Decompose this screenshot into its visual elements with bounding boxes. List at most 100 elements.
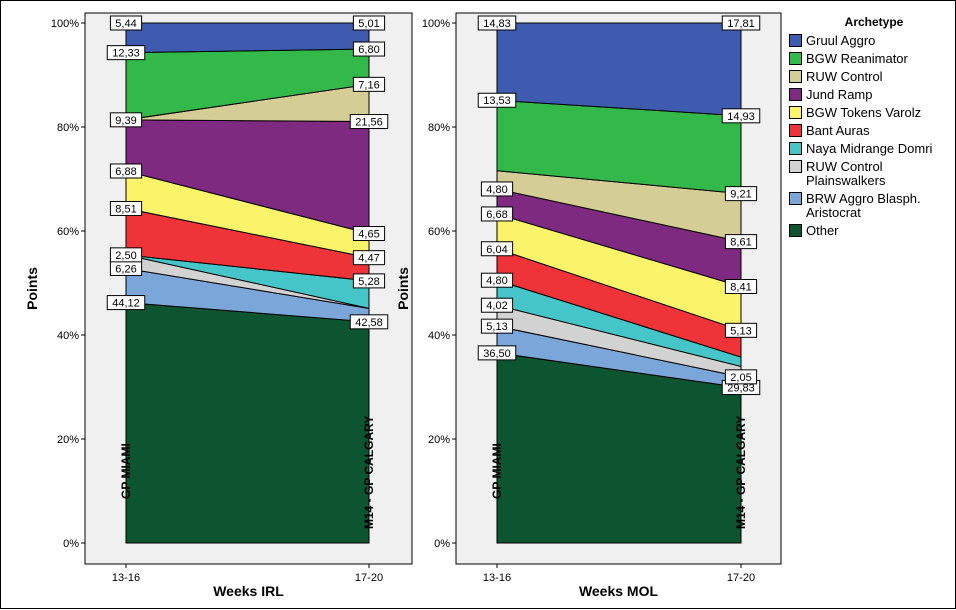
area-series [496, 22, 742, 117]
x-axis-title: Weeks MOL [579, 583, 659, 599]
data-label-box [480, 181, 514, 197]
data-label: 14,83 [483, 18, 511, 30]
data-label: 4,47 [358, 253, 379, 265]
y-tick-label: 60% [57, 226, 79, 238]
legend-item: RUW Control Plainswalkers [789, 160, 949, 188]
data-label: 5,44 [115, 18, 136, 30]
legend-item: Jund Ramp [789, 88, 949, 102]
legend-label: Jund Ramp [806, 87, 873, 102]
data-label-box [349, 314, 389, 330]
data-label: 5,28 [358, 276, 379, 288]
data-label-box [352, 273, 386, 289]
period-label: M14 - GP CALGARY [362, 416, 376, 529]
legend-swatch [789, 34, 802, 47]
legend-label: RUW Control [806, 69, 883, 84]
legend-label: Bant Auras [806, 123, 870, 138]
data-label: 2,05 [730, 372, 751, 384]
data-label: 8,61 [730, 237, 751, 249]
chart-panel-1: 44,12 42,58 6,262,50 5,28 8,51 4,47 6,88 4,65 9,… [24, 12, 413, 599]
data-label: 6,26 [115, 263, 136, 275]
data-label: 9,39 [115, 115, 136, 127]
legend: Archetype Gruul Aggro BGW Reanimator RUW C… [789, 15, 949, 242]
data-label: 6,88 [115, 166, 136, 178]
y-axis-title: Points [395, 267, 411, 310]
data-label: 6,04 [486, 244, 507, 256]
data-label: 8,51 [115, 203, 136, 215]
data-label: 9,21 [730, 189, 751, 201]
data-label-box [721, 108, 761, 124]
y-tick-label: 0% [434, 538, 450, 550]
legend-item: Naya Midrange Domri [789, 142, 949, 156]
data-label-box [106, 295, 146, 311]
data-label-box [349, 114, 389, 130]
data-label-box [109, 163, 143, 179]
legend-swatch [789, 192, 802, 205]
legend-label: RUW Control Plainswalkers [806, 159, 886, 188]
data-label: 14,93 [727, 111, 755, 123]
legend-items: Gruul Aggro BGW Reanimator RUW Control Jund… [789, 34, 949, 238]
x-tick-label: 17-20 [355, 572, 383, 584]
legend-label: BRW Aggro Blasph. Aristocrat [806, 191, 921, 220]
y-tick-label: 40% [428, 330, 450, 342]
data-label-box [724, 278, 758, 294]
data-label: 29,83 [727, 383, 755, 395]
data-label-box [480, 318, 514, 334]
data-label-box [352, 226, 386, 242]
legend-swatch [789, 124, 802, 137]
y-tick-label: 100% [51, 18, 79, 30]
legend-item: Gruul Aggro [789, 34, 949, 48]
legend-swatch [789, 88, 802, 101]
data-label: 4,02 [486, 300, 507, 312]
chart-panel-2: 36,50 29,83 5,13 2,05 4,02 4,80 6,04 5,13 6,68 8,… [395, 12, 782, 599]
data-label: 13,53 [483, 95, 511, 107]
data-label: 5,01 [358, 18, 379, 30]
data-label: 17,81 [727, 18, 755, 30]
period-label: GP MIAMI [490, 443, 504, 499]
data-label-box [721, 15, 761, 31]
y-tick-label: 80% [428, 122, 450, 134]
data-label-box [352, 41, 386, 57]
data-label-box [480, 297, 514, 313]
data-label: 42,58 [355, 317, 383, 329]
data-label: 7,16 [358, 79, 379, 91]
legend-item: RUW Control [789, 70, 949, 84]
data-label: 4,65 [358, 229, 379, 241]
legend-label: BGW Reanimator [806, 51, 908, 66]
legend-label: Naya Midrange Domri [806, 141, 933, 156]
x-tick-label: 13-16 [483, 572, 511, 584]
data-label-box [480, 241, 514, 257]
legend-item: Other [789, 224, 949, 238]
legend-swatch [789, 160, 802, 173]
y-tick-label: 40% [57, 330, 79, 342]
legend-item: BGW Tokens Varolz [789, 106, 949, 120]
data-label: 6,80 [358, 44, 379, 56]
data-label-box [352, 15, 386, 31]
data-label-box [480, 206, 514, 222]
y-tick-label: 80% [57, 122, 79, 134]
area-series [125, 302, 370, 544]
x-axis-title: Weeks IRL [213, 583, 284, 599]
data-label: 5,13 [730, 325, 751, 337]
data-label-box [724, 186, 758, 202]
legend-swatch [789, 224, 802, 237]
y-tick-label: 100% [422, 18, 450, 30]
data-label-box [724, 322, 758, 338]
data-label: 4,80 [486, 275, 507, 287]
data-label-box [477, 15, 517, 31]
data-label: 2,50 [115, 250, 136, 262]
data-label-box [352, 250, 386, 266]
data-label-box [477, 345, 517, 361]
area-series [125, 22, 370, 54]
y-tick-label: 20% [428, 434, 450, 446]
legend-label: Gruul Aggro [806, 33, 876, 48]
y-tick-label: 60% [428, 226, 450, 238]
data-label: 5,13 [486, 321, 507, 333]
legend-title: Archetype [844, 15, 904, 29]
data-label-box [109, 112, 143, 128]
legend-label: Other [806, 223, 839, 238]
data-label-box [106, 45, 146, 61]
data-label-box [109, 15, 143, 31]
legend-swatch [789, 52, 802, 65]
